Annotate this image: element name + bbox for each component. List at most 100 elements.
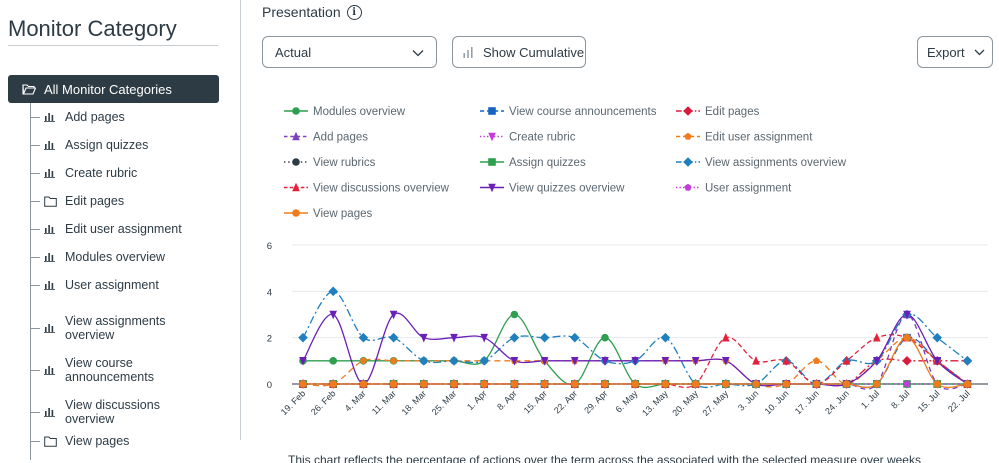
x-tick-label: 11. Mar [370,388,398,416]
data-point [903,380,911,388]
tree-item-assign-quizzes[interactable]: Assign quizzes [30,138,190,152]
x-tick-label: 10. Jun [763,388,791,416]
tree-connector-stub [30,327,40,329]
tree-item-edit-user-assignment[interactable]: Edit user assignment [30,222,190,236]
data-point [420,380,428,388]
legend-label: Modules overview [313,106,406,118]
series-line [302,312,968,387]
y-tick-label: 4 [267,287,272,298]
legend-item[interactable]: View rubrics [284,157,376,169]
legend-item[interactable]: Assign quizzes [480,157,586,169]
tree-connector-stub [30,284,40,286]
folder-icon [43,196,57,207]
tree-item-create-rubric[interactable]: Create rubric [30,166,190,180]
legend-item[interactable]: Create rubric [480,132,576,144]
legend-label: View discussions overview [313,183,450,195]
line-chart: Modules overview View course announcement… [267,106,988,418]
tree-connector-stub [30,256,40,258]
legend-item[interactable]: Add pages [284,132,368,144]
legend-marker [488,183,496,193]
x-tick-label: 15. Jul [916,388,942,414]
view-select[interactable]: Actual [262,36,437,68]
x-tick-label: 25. Mar [430,388,459,417]
tree-item-modules-overview[interactable]: Modules overview [30,250,190,264]
legend-marker [292,131,300,141]
legend-marker [292,182,300,192]
folder-icon [43,436,57,447]
data-point [661,380,670,388]
data-point [299,357,307,366]
export-button[interactable]: Export [917,36,993,68]
data-point [540,357,549,366]
data-point [782,356,790,365]
tree-item-view-assignments-overview[interactable]: View assignments overview [30,314,190,342]
y-tick-label: 6 [267,241,272,252]
x-tick-label: 20. May [670,388,700,418]
legend-marker [292,107,300,115]
data-point [873,332,881,342]
data-point [359,357,367,364]
data-point [962,356,973,366]
x-tick-label: 1. Jul [859,388,881,410]
data-point [480,333,488,343]
data-point [388,332,399,343]
legend-item[interactable]: View quizzes overview [480,183,625,195]
legend-item[interactable]: View discussions overview [284,183,450,195]
data-point [873,380,881,388]
legend-label: Create rubric [509,132,576,144]
legend-item[interactable]: User assignment [676,183,792,195]
x-tick-label: 15. Apr [522,388,549,415]
x-tick-label: 8. Jul [889,388,911,410]
tree-item-label: Add pages [65,110,125,124]
tree-item-view-course-announcements[interactable]: View course announcements [30,356,190,384]
legend-item[interactable]: View assignments overview [676,157,847,169]
data-point [752,380,760,388]
legend-label: Edit user assignment [705,132,813,144]
bar-chart-icon [43,280,57,290]
legend-label: User assignment [705,183,792,195]
data-point [661,357,670,366]
tree-item-user-assignment[interactable]: User assignment [30,278,190,292]
show-cumulative-button[interactable]: Show Cumulative [452,36,586,68]
tree-item-add-pages[interactable]: Add pages [30,110,190,124]
data-point [963,380,972,388]
legend-item[interactable]: View course announcements [480,106,657,118]
legend-item[interactable]: Edit user assignment [676,132,813,144]
data-point [873,357,881,366]
tree-item-view-pages[interactable]: View pages [30,434,190,448]
data-point [812,380,821,388]
legend-item[interactable]: Edit pages [676,106,760,118]
data-point [510,357,519,366]
x-tick-label: 19. Feb [279,388,308,417]
tree-item-label: Edit user assignment [65,222,182,236]
x-tick-label: 8. Apr [495,388,519,412]
show-cumulative-label: Show Cumulative [483,44,585,60]
legend-marker [488,107,496,115]
chevron-down-icon [974,49,985,56]
tree-connector-stub [30,228,40,230]
bar-chart-icon [463,46,473,58]
data-point [631,380,639,388]
y-tick-label: 2 [267,334,272,345]
tree-item-label: View assignments overview [65,314,166,342]
tree-item-edit-pages[interactable]: Edit pages [30,194,190,208]
legend-item[interactable]: Modules overview [284,106,406,118]
view-select-value: Actual [275,44,312,60]
legend-item[interactable]: View pages [284,208,372,220]
series-line [302,313,968,389]
tree-item-all-categories[interactable]: All Monitor Categories [8,75,219,103]
data-point [450,333,458,343]
tree-connector-stub [30,144,40,146]
bar-chart-icon [43,168,57,178]
data-point [419,356,429,366]
legend-label: View pages [313,208,372,220]
tree-item-view-discussions-overview[interactable]: View discussions overview [30,398,190,426]
bar-chart-icon [43,224,57,234]
info-icon[interactable]: i [346,4,362,20]
data-point [933,357,941,366]
data-point [903,310,911,320]
data-point [933,380,941,388]
x-tick-label: 1. Apr [465,388,489,412]
bar-chart-icon [43,252,57,262]
data-point [902,356,912,366]
